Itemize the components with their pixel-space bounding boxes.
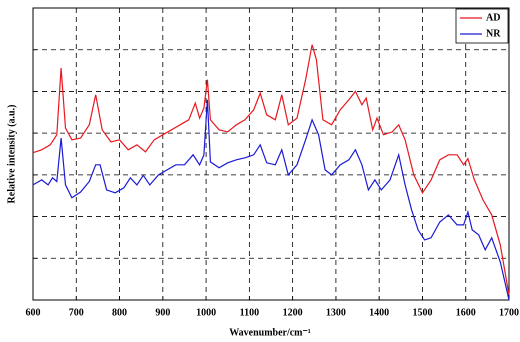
x-tick-label: 1300: [326, 307, 346, 318]
x-tick-label: 1100: [240, 307, 259, 318]
x-tick-label: 900: [155, 307, 170, 318]
x-tick-label: 1500: [412, 307, 432, 318]
x-axis-label: Wavenumber/cm⁻¹: [229, 327, 311, 338]
x-tick-label: 1000: [196, 307, 216, 318]
x-tick-label: 600: [26, 307, 41, 318]
x-tick-label: 1400: [369, 307, 389, 318]
x-tick-label: 700: [69, 307, 84, 318]
spectrum-line: [32, 44, 510, 296]
spectrum-line: [32, 99, 510, 301]
plot-frame: [32, 7, 510, 301]
x-tick-label: 1600: [456, 307, 476, 318]
x-tick-label: 1200: [283, 307, 303, 318]
x-tick-label: 800: [112, 307, 127, 318]
legend-label: NR: [486, 28, 501, 39]
legend-box: [455, 8, 509, 44]
x-tick-label: 1700: [499, 307, 519, 318]
y-axis-label: Relative intensity (a.u.): [6, 105, 17, 204]
legend-label: AD: [486, 12, 500, 23]
